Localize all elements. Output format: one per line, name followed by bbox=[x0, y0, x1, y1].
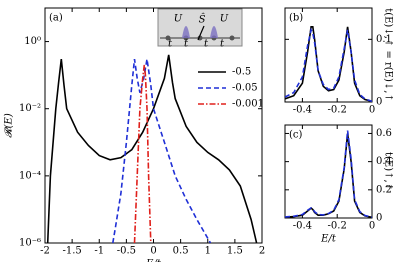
x-tick-label: 1 bbox=[205, 246, 211, 257]
x-tick-label: -0.5 bbox=[117, 246, 136, 257]
plot-lines bbox=[46, 54, 258, 243]
y-tick-label: 10⁻⁴ bbox=[19, 170, 41, 181]
x-tick-label: 0.5 bbox=[173, 246, 189, 257]
data-line bbox=[133, 64, 152, 243]
legend-label: -0.5 bbox=[232, 67, 251, 78]
inset-site bbox=[229, 35, 235, 41]
x-tick-label: -1 bbox=[94, 246, 104, 257]
panel-label: (a) bbox=[49, 13, 63, 24]
y-tick-label: 0.1 bbox=[376, 34, 392, 45]
x-tick-label: -0.4 bbox=[293, 221, 312, 232]
y-axis-label: t(E)↓,↑ = r(E)↓,↑ bbox=[383, 8, 394, 102]
inset-orbital bbox=[210, 26, 218, 38]
x-tick-label: 2 bbox=[259, 246, 265, 257]
inset-label: t bbox=[220, 39, 225, 50]
inset-label: U bbox=[174, 14, 183, 25]
data-line bbox=[285, 27, 372, 102]
plot-lines bbox=[285, 130, 372, 218]
plot-frame bbox=[284, 124, 373, 219]
x-tick-label: 1.5 bbox=[227, 246, 243, 257]
y-tick-label: 10⁻² bbox=[19, 103, 41, 114]
x-tick-label: -0.2 bbox=[328, 105, 347, 116]
x-tick-label: 0 bbox=[369, 105, 375, 116]
legend-label: -0.05 bbox=[232, 83, 258, 94]
data-line bbox=[285, 133, 372, 218]
x-axis-label: E/t bbox=[145, 259, 162, 262]
inset-spin bbox=[197, 25, 205, 41]
x-tick-label: -0.4 bbox=[293, 105, 312, 116]
inset-label: Ŝ bbox=[199, 14, 206, 26]
y-tick-label: 0 bbox=[376, 97, 382, 108]
y-tick-label: 0 bbox=[376, 213, 382, 224]
legend-label: -0.001 bbox=[232, 99, 264, 110]
inset-label: t bbox=[204, 39, 209, 50]
x-tick-label: 0 bbox=[369, 221, 375, 232]
panel-label: (c) bbox=[289, 130, 303, 141]
plot-lines bbox=[285, 26, 372, 102]
inset-label: t bbox=[168, 39, 173, 50]
y-tick-label: 0.4 bbox=[376, 156, 392, 167]
panel-label: (b) bbox=[289, 13, 303, 24]
plot-frame bbox=[284, 7, 373, 103]
y-tick-label: 10⁻⁶ bbox=[19, 238, 41, 249]
x-tick-label: -1.5 bbox=[62, 246, 81, 257]
inset-label: t bbox=[184, 39, 189, 50]
x-tick-label: -2 bbox=[40, 246, 50, 257]
data-line bbox=[112, 58, 212, 243]
x-axis-label: E/t bbox=[320, 234, 337, 245]
x-tick-label: -0.2 bbox=[328, 221, 347, 232]
inset-site bbox=[165, 35, 171, 41]
inset-orbital bbox=[182, 26, 190, 38]
data-line bbox=[46, 54, 258, 243]
y-axis-label: 𝓡(E) bbox=[4, 113, 15, 138]
y-axis-label: t(E)↑,↑ bbox=[383, 152, 394, 191]
inset-label: U bbox=[220, 14, 229, 25]
y-tick-label: 0.6 bbox=[376, 128, 392, 139]
data-line bbox=[285, 130, 372, 218]
y-tick-label: 0.2 bbox=[376, 184, 392, 195]
data-line bbox=[285, 26, 372, 102]
x-tick-label: 0 bbox=[150, 246, 156, 257]
y-tick-label: 10⁰ bbox=[24, 36, 41, 47]
